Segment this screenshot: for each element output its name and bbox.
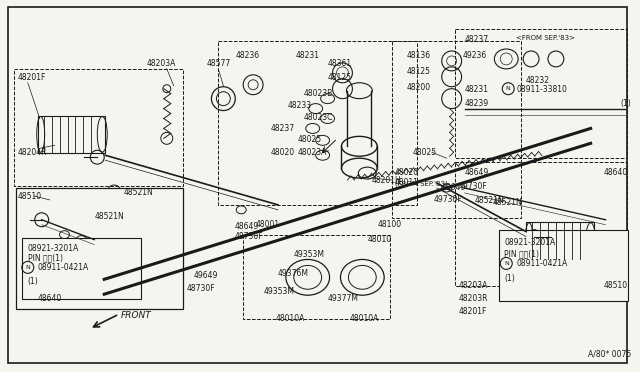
Text: 48020: 48020: [395, 168, 419, 177]
Bar: [22, 238, 141, 299]
Text: 48025: 48025: [298, 135, 322, 144]
Bar: [38, 116, 105, 153]
Text: N: N: [504, 261, 509, 266]
Text: 48204R: 48204R: [18, 148, 47, 157]
Text: 48649: 48649: [234, 222, 259, 231]
Text: 48201F: 48201F: [18, 73, 46, 82]
Text: N: N: [26, 265, 30, 270]
Text: PIN ビン(1): PIN ビン(1): [28, 253, 63, 263]
Text: 48521N: 48521N: [94, 212, 124, 221]
Text: 48010A: 48010A: [349, 314, 379, 323]
Text: 48640: 48640: [604, 168, 628, 177]
Text: 08911-33810: 08911-33810: [516, 85, 567, 94]
Text: 49236: 49236: [463, 51, 487, 60]
Text: 49730F: 49730F: [434, 195, 463, 204]
Text: 48100: 48100: [377, 220, 401, 229]
Text: 49353M: 49353M: [294, 250, 325, 259]
Text: 48236: 48236: [236, 51, 259, 60]
Text: (1): (1): [28, 277, 38, 286]
Text: 48521N: 48521N: [474, 196, 504, 205]
Bar: [526, 222, 594, 259]
Text: 48125: 48125: [407, 67, 431, 76]
Text: 49730F: 49730F: [459, 182, 488, 191]
Text: 48232: 48232: [526, 76, 550, 85]
Text: (1): (1): [504, 274, 515, 283]
Text: 48001: 48001: [256, 220, 280, 229]
Bar: [218, 41, 417, 205]
Text: 08921-3201A: 08921-3201A: [504, 238, 556, 247]
Text: 48025: 48025: [413, 148, 437, 157]
Text: 48201H: 48201H: [371, 176, 401, 185]
Text: 48023B: 48023B: [304, 89, 333, 98]
Text: 48233: 48233: [288, 101, 312, 110]
Text: 49377M: 49377M: [328, 294, 358, 303]
Text: 48203R: 48203R: [459, 294, 488, 303]
Text: 48200: 48200: [407, 83, 431, 92]
Text: 48011: 48011: [395, 178, 419, 187]
Text: 48510: 48510: [18, 192, 42, 201]
Text: 49353M: 49353M: [264, 287, 295, 296]
Text: 48649: 48649: [465, 168, 489, 177]
Bar: [243, 235, 390, 319]
Text: 48521N: 48521N: [492, 198, 522, 207]
Text: 48730F: 48730F: [234, 232, 263, 241]
Text: 48521N: 48521N: [124, 188, 154, 197]
Text: 48237: 48237: [465, 35, 489, 44]
Text: 48577: 48577: [207, 59, 231, 68]
Text: 48125: 48125: [328, 73, 351, 82]
Bar: [14, 69, 182, 186]
Bar: [454, 29, 627, 158]
Text: 48361: 48361: [328, 59, 352, 68]
Text: FRONT: FRONT: [121, 311, 152, 320]
Text: 48649: 48649: [442, 183, 466, 192]
Text: 48239: 48239: [465, 99, 489, 108]
Text: A/80* 0075: A/80* 0075: [588, 350, 631, 359]
Text: 48010A: 48010A: [276, 314, 305, 323]
Text: 48023A: 48023A: [298, 148, 327, 157]
Text: 08921-3201A: 08921-3201A: [28, 244, 79, 253]
Bar: [499, 230, 628, 301]
Bar: [454, 162, 627, 286]
Text: 48231: 48231: [465, 85, 488, 94]
Text: 48730F: 48730F: [187, 284, 215, 293]
Text: 08911-0421A: 08911-0421A: [516, 259, 568, 269]
Text: 49376M: 49376M: [278, 269, 309, 278]
Text: (1): (1): [620, 99, 631, 108]
Text: 48201F: 48201F: [459, 307, 487, 316]
Text: 48640: 48640: [38, 294, 62, 303]
Text: 48237: 48237: [271, 125, 295, 134]
Text: 48023C: 48023C: [304, 113, 333, 122]
Text: (FROM SEP.'83): (FROM SEP.'83): [395, 180, 448, 186]
Text: 49649: 49649: [193, 271, 218, 280]
Text: 48020: 48020: [271, 148, 295, 157]
Text: 48203A: 48203A: [459, 281, 488, 290]
Text: 48231: 48231: [296, 51, 320, 60]
Text: 48510: 48510: [604, 281, 628, 290]
Text: PIN ビン(1): PIN ビン(1): [504, 250, 540, 259]
Text: 48136: 48136: [407, 51, 431, 60]
Text: N: N: [506, 86, 511, 91]
Text: <FROM SEP.'83>: <FROM SEP.'83>: [516, 35, 575, 41]
Text: 48203A: 48203A: [147, 59, 176, 68]
Text: 48010: 48010: [367, 235, 392, 244]
Text: 08911-0421A: 08911-0421A: [38, 263, 89, 272]
Bar: [16, 188, 182, 309]
Bar: [392, 41, 521, 218]
